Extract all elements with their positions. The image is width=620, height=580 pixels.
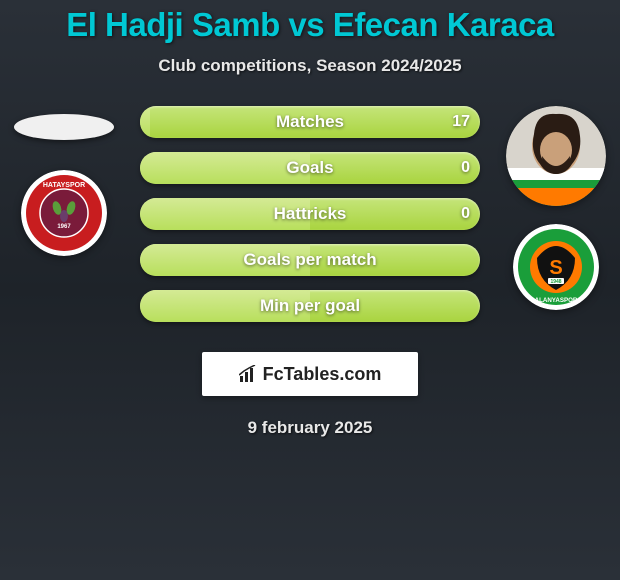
stat-bar: Goals0: [140, 152, 480, 184]
stat-label: Goals per match: [140, 250, 480, 270]
club-left-badge: HATAYSPOR 1967: [21, 170, 107, 256]
player-left-avatar: [14, 114, 114, 140]
stat-label: Min per goal: [140, 296, 480, 316]
brand-box: FcTables.com: [202, 352, 418, 396]
stat-bar: Hattricks0: [140, 198, 480, 230]
stat-bar: Goals per match: [140, 244, 480, 276]
stat-label: Hattricks: [140, 204, 480, 224]
brand-label: FcTables.com: [263, 364, 382, 385]
player-right-column: S 1948 ALANYASPOR: [500, 106, 612, 310]
player-right-avatar: [506, 106, 606, 206]
stat-value-right: 0: [461, 205, 470, 223]
svg-text:S: S: [549, 257, 562, 279]
chart-icon: [239, 365, 259, 383]
svg-text:1948: 1948: [550, 279, 561, 285]
stat-bar: Min per goal: [140, 290, 480, 322]
page-title: El Hadji Samb vs Efecan Karaca: [0, 0, 620, 44]
subtitle: Club competitions, Season 2024/2025: [0, 56, 620, 76]
svg-text:ALANYASPOR: ALANYASPOR: [535, 297, 578, 304]
svg-text:1967: 1967: [57, 224, 71, 230]
svg-text:HATAYSPOR: HATAYSPOR: [43, 182, 85, 189]
stat-label: Matches: [140, 112, 480, 132]
stat-bars: Matches17Goals0Hattricks0Goals per match…: [140, 106, 480, 322]
stat-label: Goals: [140, 158, 480, 178]
club-right-badge: S 1948 ALANYASPOR: [513, 224, 599, 310]
stat-bar: Matches17: [140, 106, 480, 138]
comparison-area: HATAYSPOR 1967: [0, 106, 620, 342]
date-label: 9 february 2025: [0, 418, 620, 438]
stat-value-right: 17: [452, 113, 470, 131]
stat-value-right: 0: [461, 159, 470, 177]
player-left-column: HATAYSPOR 1967: [8, 106, 120, 256]
